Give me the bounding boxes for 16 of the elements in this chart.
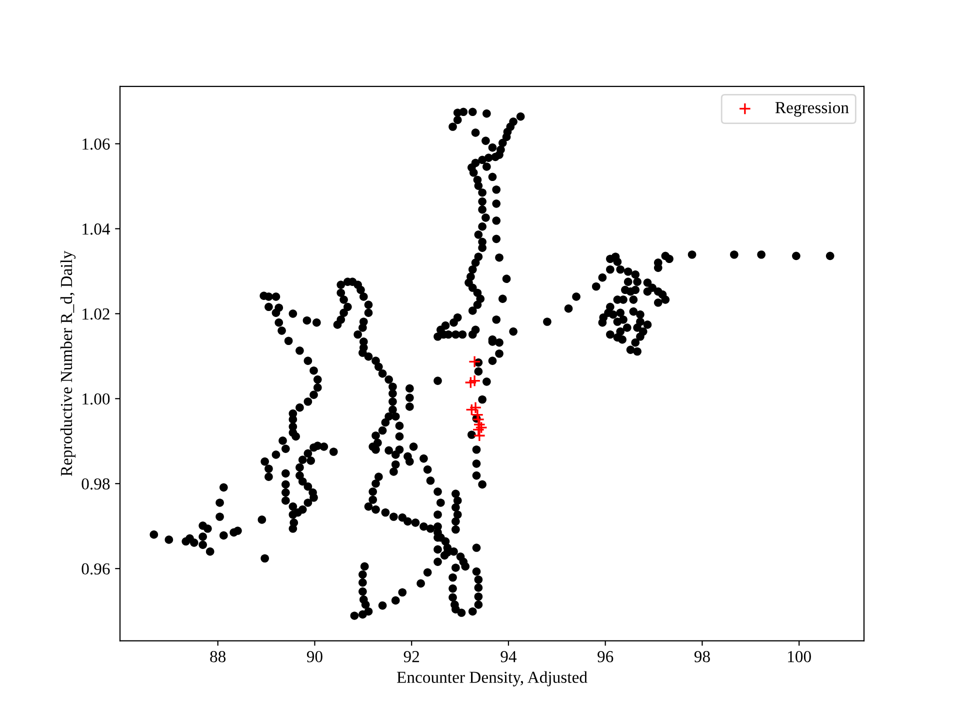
y-tick-label: 1.02 [82,308,110,320]
x-tick-label: 90 [306,651,322,662]
y-tick-label: 0.98 [82,478,110,490]
y-tick-label: 0.96 [82,563,110,575]
x-axis-title: Encounter Density, Adjusted [396,671,588,686]
x-tick-label: 92 [404,651,420,662]
y-tick-label: 1.04 [82,223,110,235]
x-tick-label: 100 [788,651,811,662]
legend-label: Regression [775,102,849,117]
x-tick-label: 96 [598,651,614,662]
x-tick-label: 94 [500,651,517,662]
y-tick-label: 1.00 [82,393,110,405]
y-axis-title: Reproductive Number R_d, Daily [60,250,76,476]
x-tick-label: 98 [694,651,710,662]
x-tick-label: 88 [210,651,226,662]
y-tick-label: 1.06 [82,138,110,150]
